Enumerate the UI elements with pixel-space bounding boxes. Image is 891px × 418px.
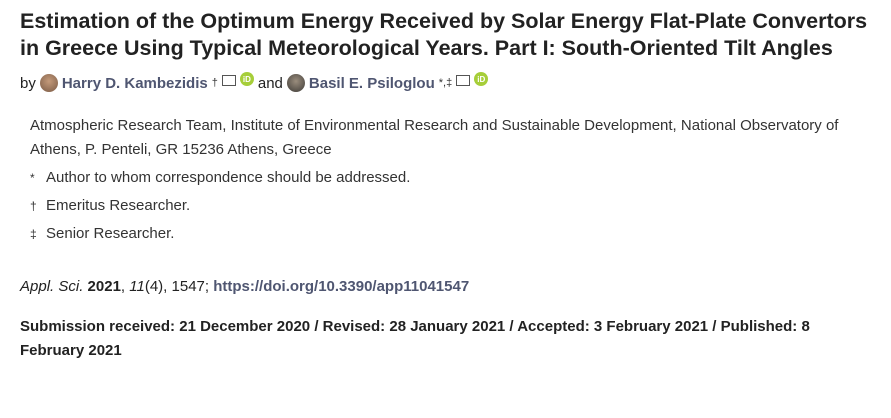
email-icon[interactable]	[456, 74, 471, 86]
and-label: and	[257, 74, 283, 92]
volume: 11	[129, 278, 145, 295]
author-link[interactable]: Harry D. Kambezidis	[61, 74, 208, 92]
affiliation: Atmospheric Research Team, Institute of …	[30, 117, 839, 158]
note-text: Author to whom correspondence should be …	[46, 169, 411, 186]
note: * Author to whom correspondence should be…	[30, 166, 871, 190]
orcid-icon[interactable]: iD	[474, 72, 489, 86]
orcid-icon[interactable]: iD	[239, 72, 254, 86]
issue: (4), 1547;	[144, 278, 214, 295]
author-marks: †	[211, 77, 218, 89]
note-mark: †	[30, 199, 37, 213]
note-text: Emeritus Researcher.	[46, 197, 191, 214]
avatar	[286, 74, 305, 92]
email-icon[interactable]	[221, 74, 236, 86]
citation: Appl. Sci. 2021, 11(4), 1547; https://do…	[20, 278, 470, 295]
note-mark: *	[30, 171, 35, 185]
note-mark: ‡	[30, 227, 37, 241]
affiliations: Atmospheric Research Team, Institute of …	[20, 114, 871, 246]
note: † Emeritus Researcher.	[30, 194, 871, 218]
author-marks: *,‡	[438, 77, 453, 89]
article-title: Estimation of the Optimum Energy Receive…	[20, 9, 868, 60]
note: ‡ Senior Researcher.	[30, 222, 871, 246]
note-text: Senior Researcher.	[46, 225, 175, 242]
journal: Appl. Sci.	[20, 278, 84, 295]
avatar	[39, 74, 58, 92]
year: 2021	[87, 278, 121, 295]
doi-link[interactable]: https://doi.org/10.3390/app11041547	[213, 278, 470, 295]
author-line: by Harry D. Kambezidis † iD and Basil E.…	[20, 72, 871, 92]
author-link[interactable]: Basil E. Psiloglou	[308, 74, 435, 92]
by-label: by	[20, 74, 36, 92]
publication-dates: Submission received: 21 December 2020 / …	[20, 318, 810, 359]
